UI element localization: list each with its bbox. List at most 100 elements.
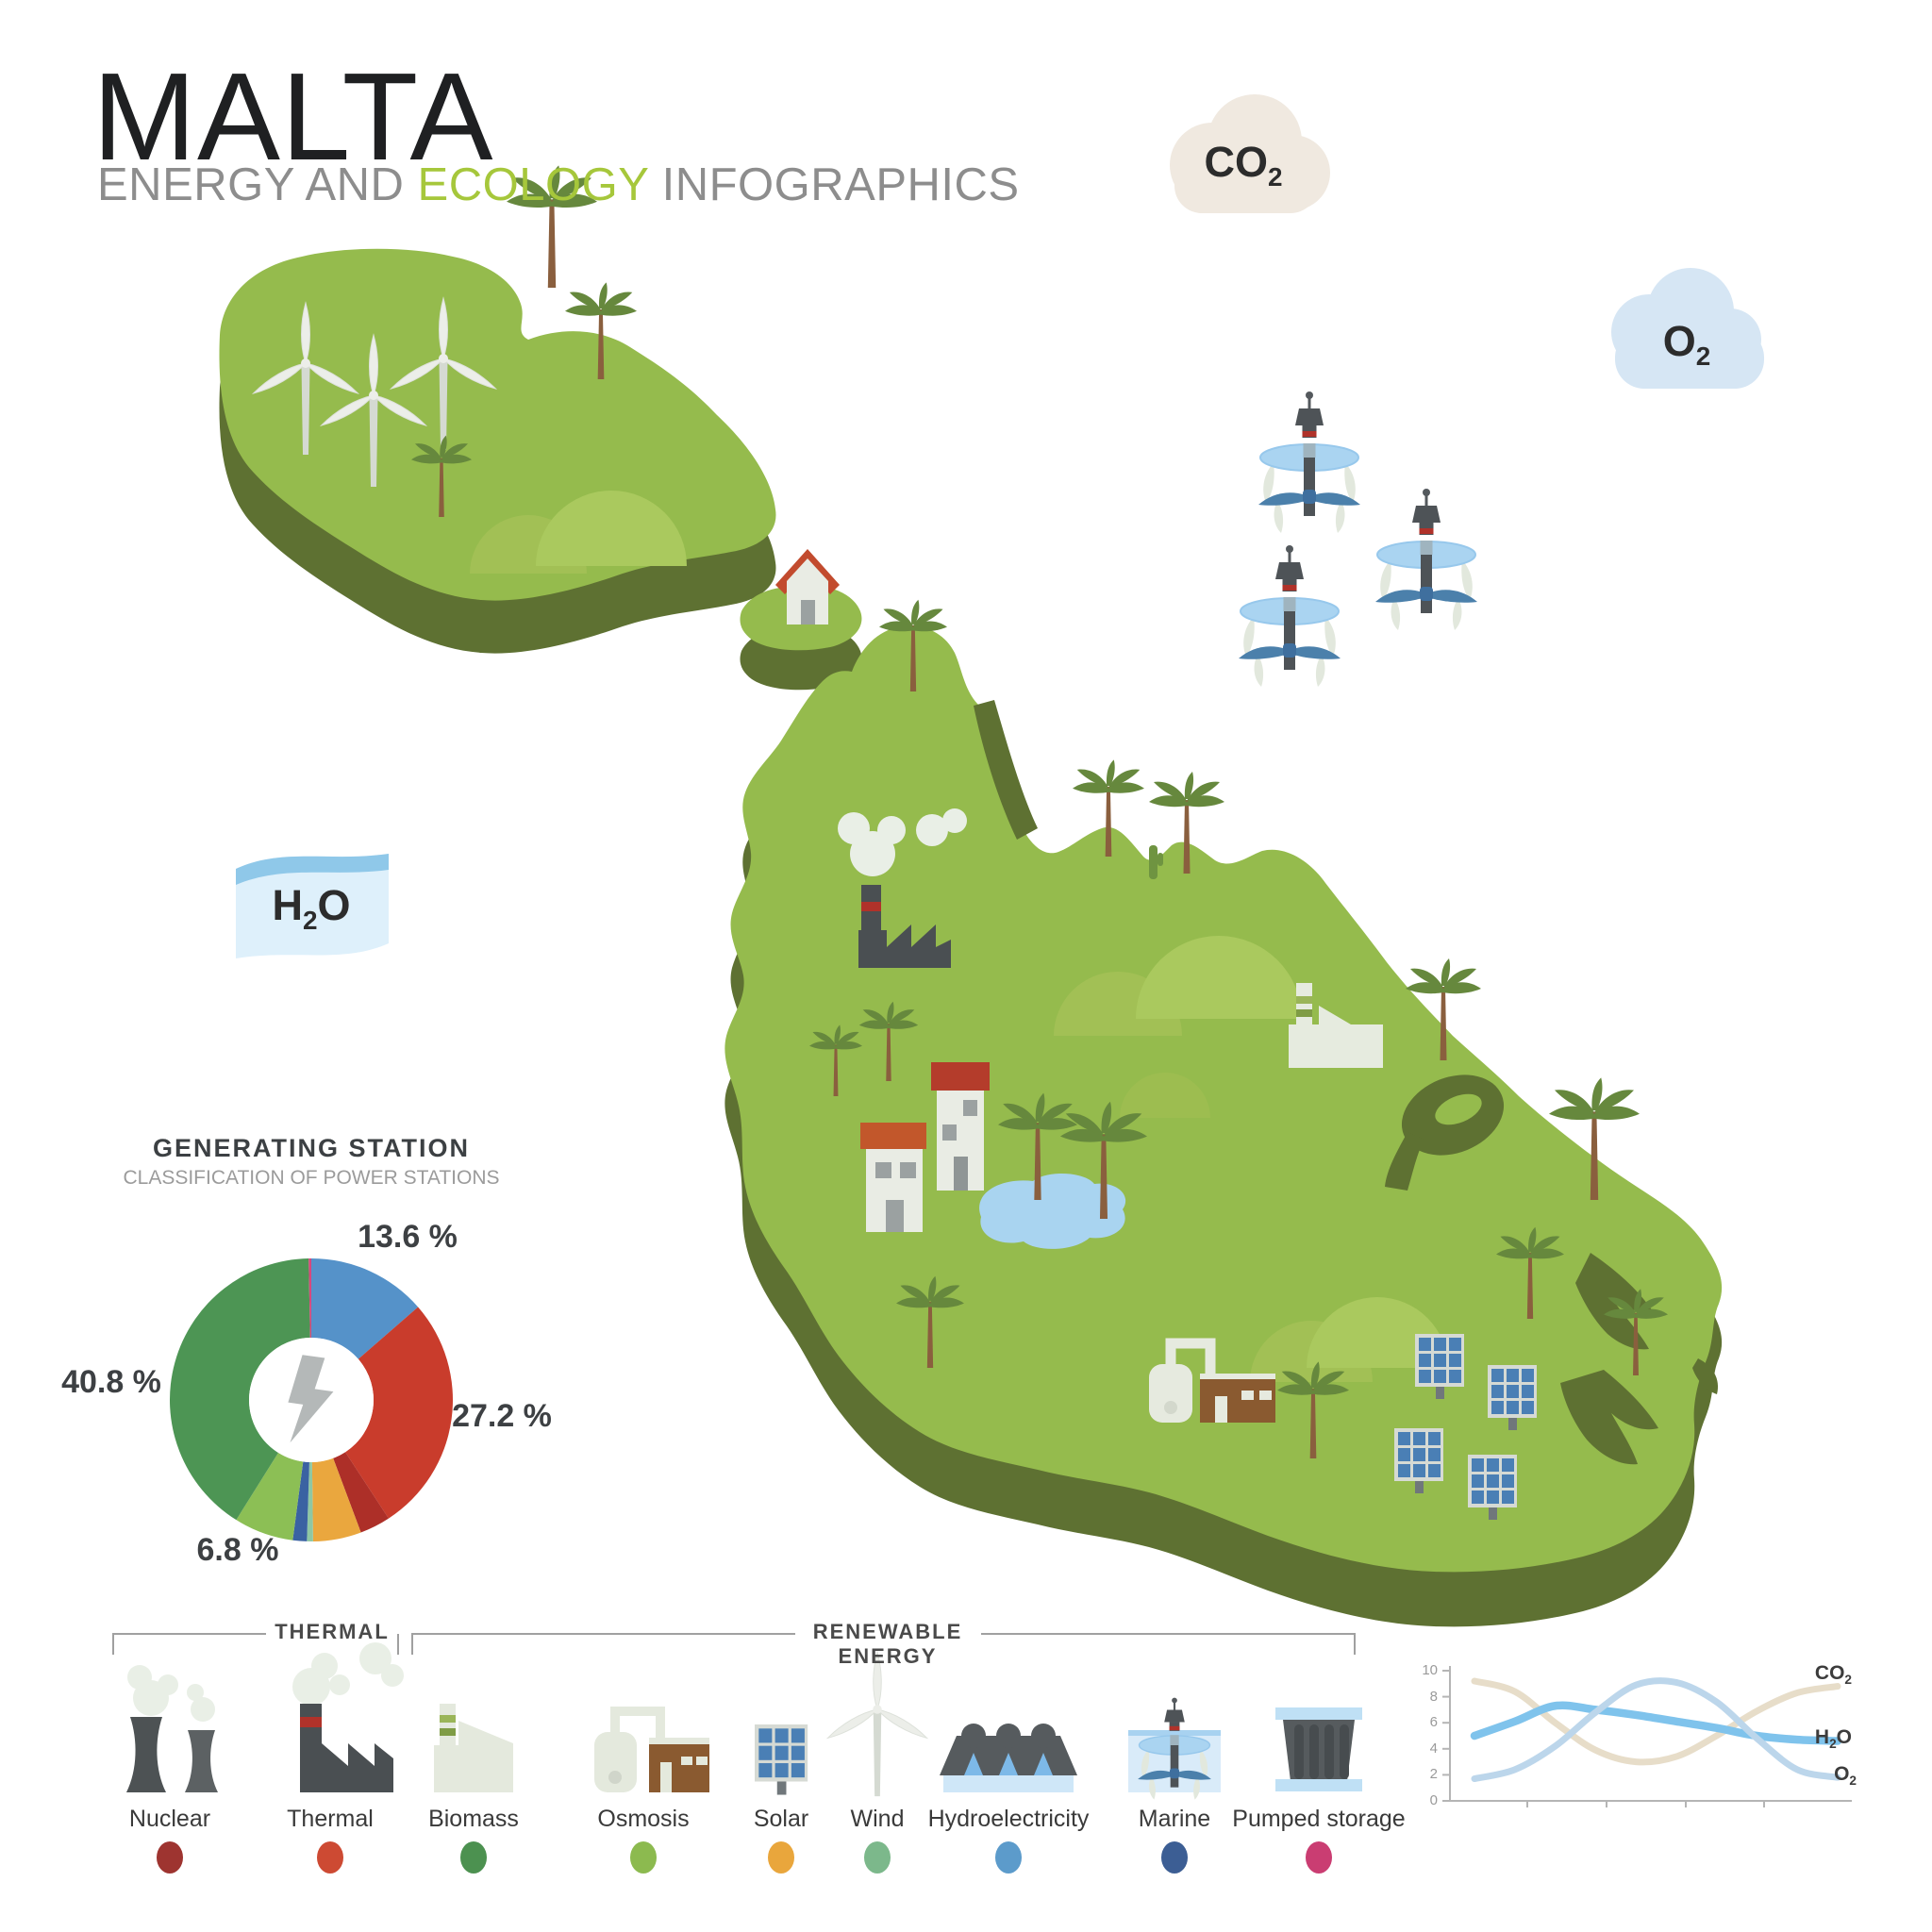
line-label-co2: CO2 bbox=[1814, 1662, 1852, 1688]
legend-dot-biomass bbox=[460, 1841, 487, 1874]
island-gozo bbox=[219, 248, 776, 654]
legend-dot-pumped-storage bbox=[1306, 1841, 1332, 1874]
legend-dot-nuclear bbox=[157, 1841, 183, 1874]
marine-turbine-icon bbox=[1257, 390, 1362, 535]
map-osmosis-station-icon bbox=[1149, 1338, 1275, 1423]
gozo-hills bbox=[470, 491, 687, 574]
line-label-h2o: H2O bbox=[1814, 1726, 1852, 1752]
legend-wind-icon bbox=[824, 1651, 930, 1797]
donut-segment-biomass bbox=[169, 1258, 310, 1521]
comino-house-icon bbox=[775, 549, 840, 625]
legend-label-pumped-storage: Pumped storage bbox=[1232, 1806, 1406, 1832]
marine-turbine-icon bbox=[1237, 543, 1342, 689]
malta-top bbox=[724, 625, 1723, 1573]
renewable-bracket bbox=[981, 1633, 1356, 1655]
legend-label-solar: Solar bbox=[753, 1806, 809, 1832]
thermal-bracket bbox=[112, 1633, 266, 1655]
legend-thermal-icon bbox=[292, 1642, 404, 1792]
legend-group-renewable: RENEWABLE ENERGY bbox=[812, 1620, 963, 1668]
donut-chart-title: GENERATING STATION bbox=[153, 1134, 470, 1162]
island-comino bbox=[740, 549, 862, 691]
legend-label-nuclear: Nuclear bbox=[128, 1806, 211, 1832]
cactus-icon bbox=[1149, 845, 1163, 879]
map-factory-icon bbox=[838, 808, 967, 968]
donut-label-biomass: 40.8 % bbox=[61, 1364, 161, 1400]
legend-dot-solar bbox=[768, 1841, 794, 1874]
subtitle-highlight: ECOLOGY bbox=[417, 159, 649, 210]
donut-chart-subtitle: CLASSIFICATION OF POWER STATIONS bbox=[123, 1167, 500, 1189]
pond bbox=[979, 1174, 1126, 1249]
legend-marine-icon bbox=[1128, 1696, 1221, 1801]
donut-chart bbox=[169, 1258, 453, 1541]
line-chart-ytick: 0 bbox=[1429, 1792, 1438, 1808]
line-label-o2: O2 bbox=[1834, 1763, 1857, 1789]
donut-segment-marine bbox=[292, 1461, 309, 1541]
malta-map bbox=[219, 165, 1723, 1627]
donut-segment-osmosis bbox=[236, 1452, 304, 1541]
donut-segment-nuclear bbox=[333, 1452, 389, 1533]
line-chart-xticks bbox=[1526, 1801, 1765, 1807]
line-series-co2 bbox=[1471, 1677, 1841, 1766]
legend-solar-icon bbox=[755, 1724, 808, 1795]
map-biomass-plant-icon bbox=[1289, 983, 1383, 1068]
legend-label-wind: Wind bbox=[850, 1806, 905, 1832]
line-chart-ytick: 6 bbox=[1429, 1714, 1438, 1731]
legend-group-thermal: THERMAL bbox=[275, 1620, 390, 1643]
donut-segment-hydroelectricity bbox=[311, 1258, 419, 1359]
map-house-icon bbox=[931, 1062, 990, 1191]
line-chart bbox=[1442, 1666, 1852, 1807]
marine-turbine-icon bbox=[1374, 487, 1479, 632]
legend-label-marine: Marine bbox=[1138, 1806, 1211, 1832]
h2o-label: H2O bbox=[272, 881, 351, 935]
inlet-lagoon bbox=[1435, 1093, 1482, 1125]
legend-osmosis-icon bbox=[594, 1707, 709, 1792]
donut-segment-solar bbox=[311, 1457, 361, 1541]
donut-label-thermal: 27.2 % bbox=[452, 1398, 552, 1434]
page-subtitle: ENERGY AND ECOLOGY INFOGRAPHICS bbox=[97, 158, 1020, 211]
map-house-icon bbox=[860, 1123, 926, 1232]
o2-label: O2 bbox=[1662, 317, 1711, 371]
legend-hydroelectricity-icon bbox=[940, 1724, 1077, 1792]
legend-nuclear-icon bbox=[126, 1665, 218, 1792]
donut-label-hydroelectricity: 13.6 % bbox=[358, 1219, 458, 1255]
donut-label-osmosis: 6.8 % bbox=[196, 1532, 279, 1568]
subtitle-suffix: INFOGRAPHICS bbox=[648, 159, 1020, 210]
donut-segment-wind bbox=[307, 1461, 313, 1541]
legend-label-hydroelectricity: Hydroelectricity bbox=[927, 1806, 1090, 1832]
line-chart-ytick: 10 bbox=[1422, 1662, 1438, 1678]
subtitle-prefix: ENERGY AND bbox=[97, 159, 418, 210]
page-title: MALTA bbox=[92, 47, 494, 186]
legend-brackets bbox=[112, 1633, 1356, 1655]
legend-dot-osmosis bbox=[630, 1841, 657, 1874]
donut-segment-thermal bbox=[345, 1307, 453, 1519]
malta-hills bbox=[1054, 936, 1448, 1382]
line-chart-series bbox=[1470, 1677, 1842, 1783]
legend-label-thermal: Thermal bbox=[287, 1806, 374, 1832]
line-chart-ytick-marks bbox=[1442, 1670, 1450, 1802]
donut-segment-pumped-storage bbox=[308, 1258, 311, 1339]
legend-pumped-storage-icon bbox=[1275, 1707, 1362, 1791]
line-chart-ytick: 4 bbox=[1429, 1740, 1438, 1757]
line-series-o2 bbox=[1471, 1677, 1841, 1783]
legend-label-osmosis: Osmosis bbox=[597, 1806, 690, 1832]
co2-cloud-icon bbox=[1170, 94, 1330, 213]
island-malta bbox=[724, 625, 1723, 1627]
legend-dot-marine bbox=[1161, 1841, 1188, 1874]
legend-label-biomass: Biomass bbox=[428, 1806, 519, 1832]
legend-biomass-icon bbox=[434, 1704, 513, 1792]
legend-dot-hydroelectricity bbox=[995, 1841, 1022, 1874]
line-chart-ytick: 2 bbox=[1429, 1766, 1438, 1783]
line-series-h2o bbox=[1470, 1701, 1842, 1745]
factory-smoke bbox=[838, 808, 967, 876]
legend-dot-thermal bbox=[317, 1841, 343, 1874]
renewable-bracket bbox=[411, 1633, 795, 1655]
co2-label: CO2 bbox=[1204, 138, 1283, 192]
marine-turbines bbox=[1237, 390, 1479, 689]
legend-dot-wind bbox=[864, 1841, 891, 1874]
o2-cloud-icon bbox=[1611, 268, 1764, 389]
h2o-flag-icon bbox=[236, 854, 389, 958]
line-chart-ytick: 8 bbox=[1429, 1688, 1438, 1705]
lightning-bolt-icon bbox=[288, 1355, 334, 1443]
